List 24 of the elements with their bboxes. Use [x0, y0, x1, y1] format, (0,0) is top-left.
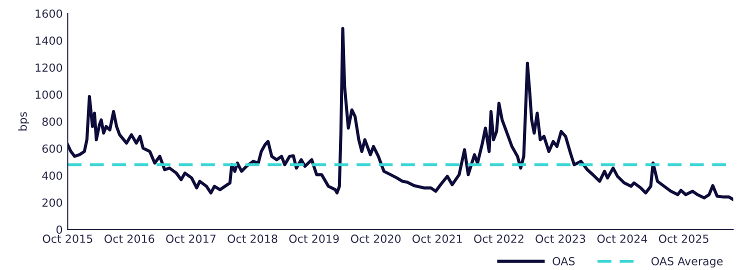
y-tick-label: 1400 [36, 36, 62, 45]
x-tick-label: Oct 2022 [474, 234, 524, 243]
y-tick-label: 1200 [36, 63, 62, 72]
y-tick-label: 400 [42, 171, 62, 180]
x-tick-label: Oct 2021 [412, 234, 462, 243]
y-tick-label: 800 [42, 117, 62, 126]
line-series [68, 26, 734, 202]
x-tick-label: Oct 2015 [42, 234, 92, 243]
y-axis-title: bps [18, 112, 29, 130]
y-tick-label: 1600 [36, 9, 62, 18]
x-tick-label: Oct 2018 [228, 234, 278, 243]
y-tick-label: 600 [42, 144, 62, 153]
x-tick-label: Oct 2019 [289, 234, 339, 243]
x-tick-label: Oct 2016 [104, 234, 154, 243]
y-tick-label: 1000 [36, 90, 62, 99]
y-tick-label: 0 [56, 225, 62, 234]
legend-label: OAS Average [651, 256, 723, 268]
x-tick-label: Oct 2023 [536, 234, 586, 243]
x-tick-label: Oct 2025 [658, 234, 708, 243]
x-tick-label: Oct 2020 [350, 234, 401, 243]
legend-label: OAS [552, 256, 575, 266]
y-tick-label: 200 [42, 198, 62, 207]
x-tick-label: Oct 2024 [597, 234, 648, 243]
x-tick-label: Oct 2017 [166, 234, 216, 243]
